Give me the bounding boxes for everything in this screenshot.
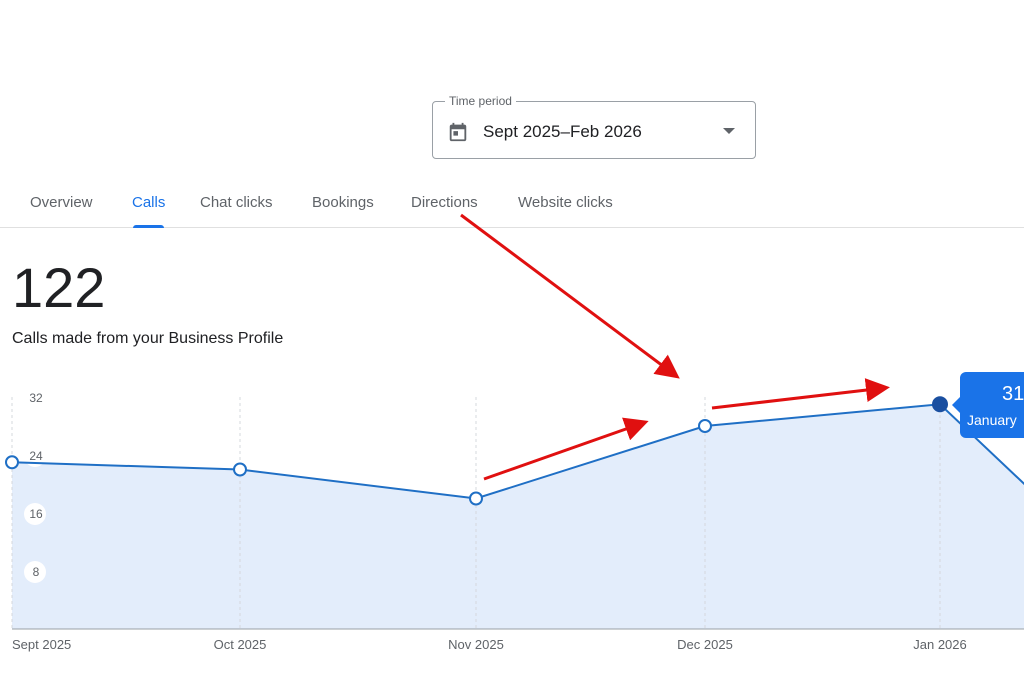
tooltip-value: 31	[1002, 383, 1024, 405]
tab-website-clicks[interactable]: Website clicks	[518, 194, 613, 211]
tab-overview[interactable]: Overview	[30, 194, 93, 211]
x-tick-label: Oct 2025	[214, 637, 267, 652]
tab-directions[interactable]: Directions	[411, 194, 478, 211]
tooltip-date: January	[967, 412, 1017, 428]
x-tick-label: Dec 2025	[677, 637, 733, 652]
y-tick-label: 32	[29, 391, 43, 405]
x-tick-label: Jan 2026	[913, 637, 967, 652]
time-period-value: Sept 2025–Feb 2026	[483, 122, 642, 141]
metric-total: 122	[12, 256, 106, 319]
tab-chat-clicks[interactable]: Chat clicks	[200, 194, 273, 211]
metric-tabs: Overview Calls Chat clicks Bookings Dire…	[0, 182, 1024, 228]
y-tick-label-bg	[24, 503, 46, 525]
y-tick-label: 16	[29, 507, 43, 521]
annotation-arrow	[483, 417, 649, 481]
data-point	[469, 491, 483, 506]
x-tick-label: Sept 2025	[12, 637, 71, 652]
chart-tooltip: 31 January	[952, 372, 1024, 438]
x-tick-label: Nov 2025	[448, 637, 504, 652]
metric-caption: Calls made from your Business Profile	[12, 330, 284, 347]
tab-calls[interactable]: Calls	[132, 194, 166, 211]
y-tick-label-bg	[24, 445, 46, 467]
time-period-label: Time period	[445, 94, 516, 108]
chart-area-fill	[12, 404, 1024, 629]
chevron-down-icon[interactable]	[723, 128, 735, 134]
time-period-select[interactable]: Time period Sept 2025–Feb 2026	[432, 94, 756, 159]
data-point	[233, 462, 247, 477]
y-tick-label-bg	[24, 561, 46, 583]
calendar-icon	[447, 121, 469, 143]
y-tick-label: 24	[29, 449, 43, 463]
highlighted-data-point	[932, 396, 948, 413]
data-point	[5, 455, 19, 470]
annotation-arrow	[711, 378, 890, 410]
active-tab-indicator	[133, 225, 164, 228]
series-line	[11, 403, 1024, 500]
annotation-arrow	[460, 213, 680, 379]
tab-bookings[interactable]: Bookings	[312, 194, 374, 211]
data-point	[698, 419, 712, 433]
calls-chart: 8 16 24 32 Sept 2025 Oct 2025 Nov 2025 Dec 2025…	[5, 213, 1024, 652]
y-tick-label: 8	[33, 565, 40, 579]
